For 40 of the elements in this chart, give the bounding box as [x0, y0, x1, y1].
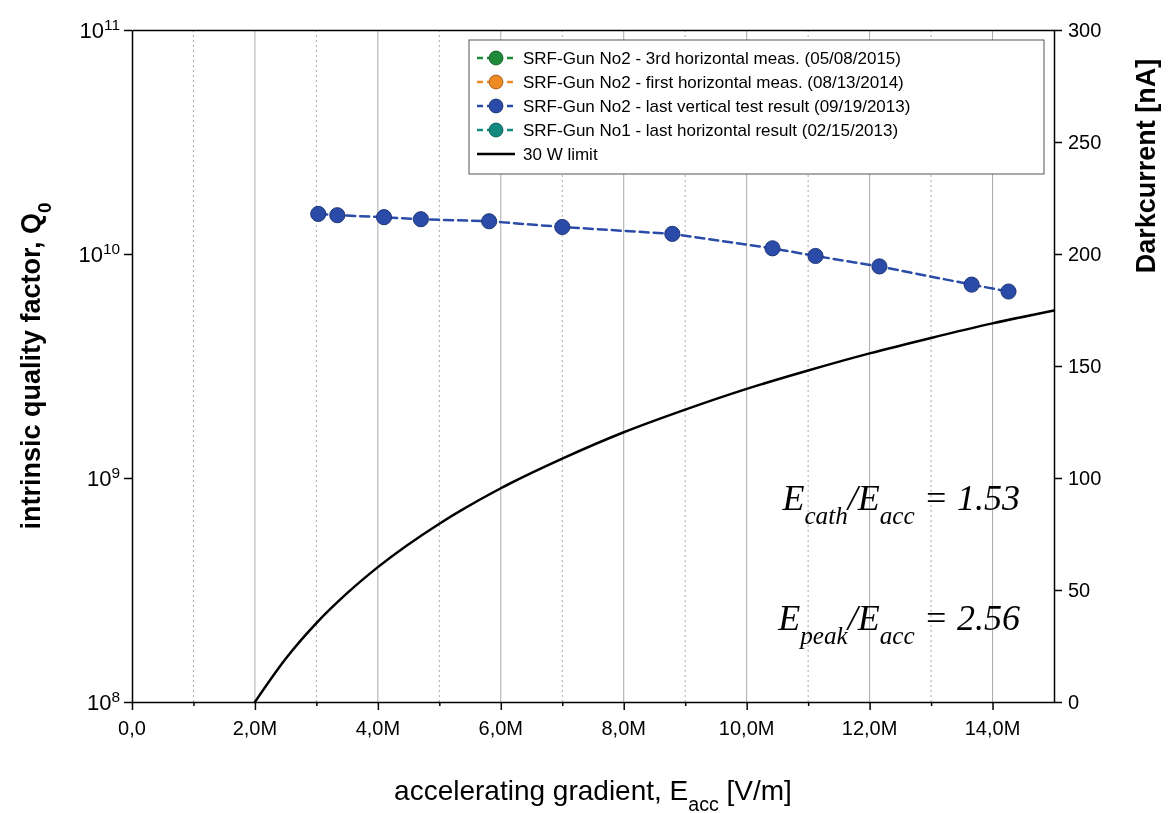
x-tick-label: 10,0M [718, 717, 775, 739]
point [664, 225, 681, 242]
point [871, 258, 888, 275]
y2-tick-label: 200 [1068, 243, 1102, 265]
x-tick-label: 2,0M [232, 717, 278, 739]
y2-tick-label: 0 [1068, 691, 1080, 713]
y2-tick-label: 300 [1068, 19, 1102, 41]
y2-tick-label: 100 [1068, 467, 1102, 489]
legend-label: SRF-Gun No1 - last horizontal result (02/15/2013) [523, 121, 899, 140]
point [764, 240, 781, 257]
legend-label: SRF-Gun No2 - 3rd horizontal meas. (05/08/2015) [523, 49, 901, 68]
x-tick-label: 14,0M [964, 717, 1021, 739]
y-tick-label: 10$^{11}$ [79, 15, 120, 43]
point [412, 211, 429, 228]
y-tick-label: 10$^{8}$ [86, 687, 120, 715]
y2-tick-label: 150 [1068, 355, 1102, 377]
annotation: E$_{cath}$/E$_{acc}$ = 1.53 [781, 478, 1020, 529]
point [807, 247, 824, 265]
x-tick-label: 4,0M [355, 717, 401, 739]
legend-label: SRF-Gun No2 - first horizontal meas. (08/13/2014) [523, 73, 904, 92]
annotation: E$_{peak}$/E$_{acc}$ = 2.56 [777, 598, 1020, 649]
point [481, 213, 498, 230]
y2-tick-label: 50 [1068, 579, 1091, 601]
point [310, 205, 327, 222]
point [375, 209, 393, 226]
y-tick-label: 10$^{9}$ [86, 463, 120, 491]
x-axis-title: accelerating gradient, E$_{acc}$ [V/m] [394, 775, 792, 813]
point [554, 218, 571, 236]
point [329, 207, 346, 224]
y2-tick-label: 250 [1068, 131, 1102, 153]
point [963, 276, 980, 293]
legend-label: 30 W limit [523, 145, 598, 164]
point [1000, 283, 1017, 300]
x-tick-label: 6,0M [478, 717, 524, 739]
y2-axis-title: Darkcurrent [nA] [1131, 58, 1161, 274]
x-tick-label: 12,0M [841, 717, 898, 739]
y-tick-label: 10$^{10}$ [78, 239, 120, 267]
x-tick-label: 0,0 [118, 717, 146, 739]
legend-label: SRF-Gun No2 - last vertical test result (09/19/2013) [523, 97, 911, 116]
x-tick-label: 8,0M [601, 717, 646, 739]
